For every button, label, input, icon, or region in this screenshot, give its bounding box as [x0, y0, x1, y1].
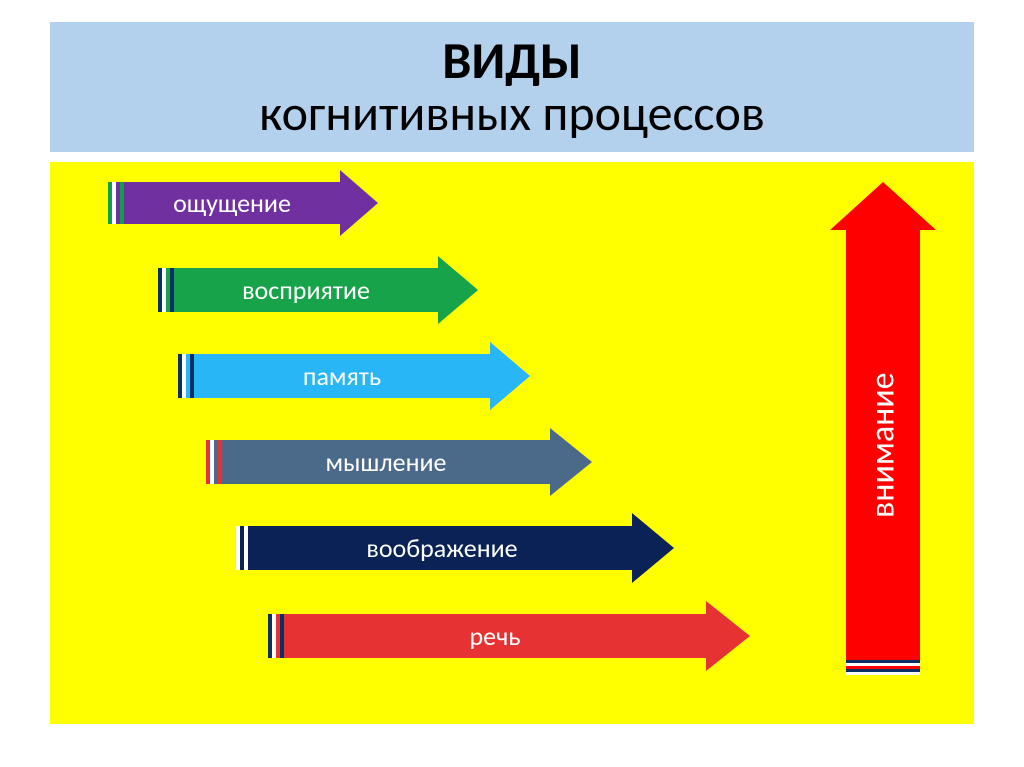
arrow-tail: [268, 614, 284, 658]
arrow-head: [340, 170, 378, 236]
diagram-canvas: ощущение восприятие память мышление воображе…: [50, 162, 974, 724]
arrow-label: память: [194, 354, 490, 398]
arrow-5: речь: [268, 614, 750, 658]
arrow-tail: [206, 440, 222, 484]
arrow-3: мышление: [206, 440, 592, 484]
arrow-label: речь: [284, 614, 706, 658]
arrow-head: [438, 256, 478, 324]
arrow-head: [830, 182, 936, 230]
arrow-label: ощущение: [124, 182, 340, 224]
arrow-head: [490, 342, 530, 410]
arrow-2: память: [178, 354, 530, 398]
title-line2: когнитивных процессов: [259, 88, 765, 141]
arrow-tail: [158, 268, 174, 312]
arrow-head: [632, 513, 674, 583]
vertical-arrow: внимание: [830, 182, 936, 675]
arrow-tail: [108, 182, 124, 224]
arrow-head: [550, 428, 592, 496]
vertical-arrow-label: внимание: [846, 230, 920, 660]
arrow-0: ощущение: [108, 182, 378, 224]
title-banner: ВИДЫ когнитивных процессов: [50, 22, 974, 152]
arrow-label: мышление: [222, 440, 550, 484]
arrow-tail: [236, 526, 252, 570]
arrow-1: восприятие: [158, 268, 478, 312]
arrow-tail: [178, 354, 194, 398]
title-line1: ВИДЫ: [442, 33, 582, 88]
arrow-label: воображение: [252, 526, 632, 570]
arrow-tail: [846, 660, 920, 675]
arrow-label: восприятие: [174, 268, 438, 312]
arrow-4: воображение: [236, 526, 674, 570]
arrow-head: [706, 601, 750, 671]
